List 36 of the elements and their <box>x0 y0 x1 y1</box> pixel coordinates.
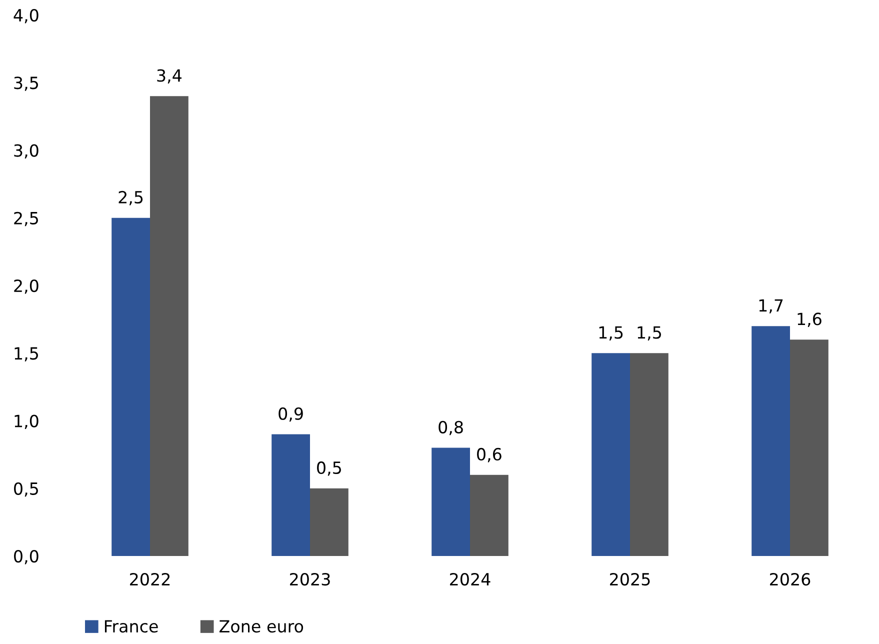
bar <box>630 353 668 556</box>
x-tick-label: 2023 <box>290 572 330 586</box>
y-tick-label: 3,0 <box>14 144 38 159</box>
legend-label: Zone euro <box>220 620 304 633</box>
legend-label: France <box>104 620 158 633</box>
y-tick-label: 3,5 <box>14 76 38 91</box>
x-tick-label: 2024 <box>450 572 490 586</box>
bar <box>310 488 348 556</box>
bar <box>752 326 790 556</box>
data-label: 3,4 <box>157 69 182 84</box>
y-tick-label: 2,0 <box>14 279 38 294</box>
x-tick-label: 2025 <box>610 572 650 586</box>
y-tick-label: 1,0 <box>14 414 38 430</box>
data-label: 1,7 <box>759 299 783 314</box>
data-label: 1,6 <box>798 312 822 327</box>
bar <box>592 353 630 556</box>
bar <box>112 218 150 556</box>
y-tick-label: 2,5 <box>14 212 38 226</box>
data-label: 2,5 <box>118 190 143 206</box>
data-label: 0,6 <box>477 448 502 462</box>
y-tick-label: 0,0 <box>14 550 38 564</box>
x-tick-label: 2026 <box>770 572 810 586</box>
y-tick-label: 0,5 <box>14 482 38 497</box>
bar <box>150 96 188 556</box>
data-label: 1,5 <box>599 326 623 340</box>
bar <box>470 474 508 556</box>
data-label: 0,5 <box>317 461 341 476</box>
y-tick-label: 1,5 <box>14 347 38 362</box>
data-label: 0,9 <box>278 407 303 422</box>
bar <box>432 448 470 556</box>
bar <box>790 340 828 556</box>
y-tick-label: 4,0 <box>14 8 38 24</box>
bar <box>272 434 310 556</box>
data-label: 1,5 <box>638 326 661 340</box>
data-label: 0,8 <box>438 420 463 436</box>
x-tick-label: 2022 <box>130 572 170 586</box>
